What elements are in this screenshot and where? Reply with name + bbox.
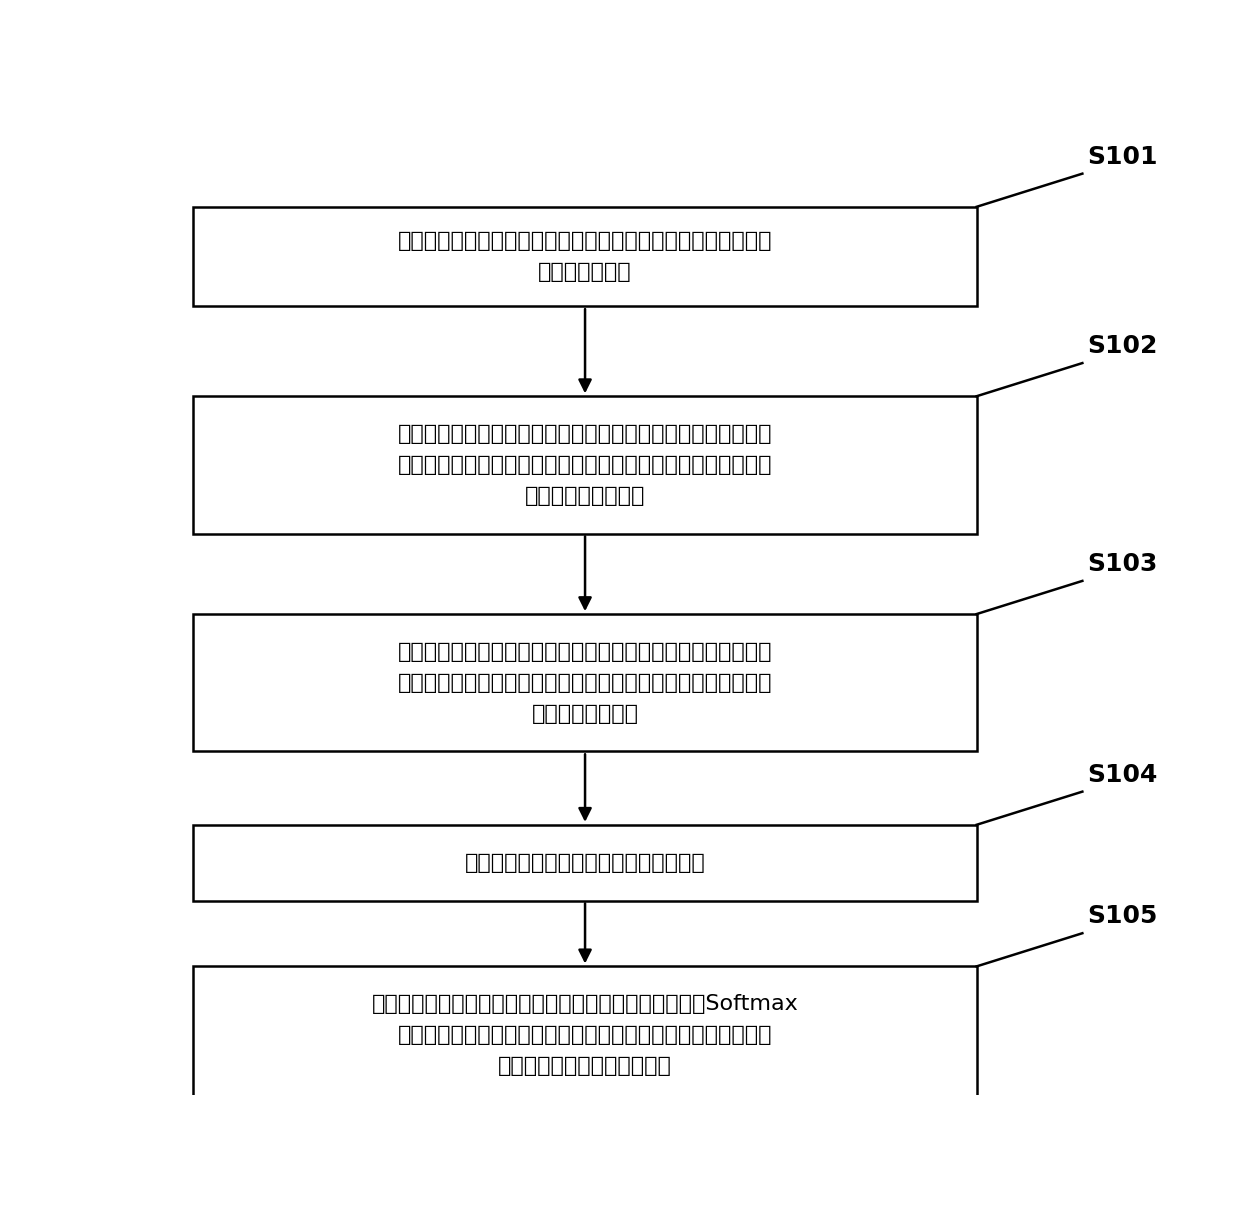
- Text: S101: S101: [1087, 145, 1158, 169]
- Bar: [193, 825, 977, 900]
- Text: S103: S103: [1087, 552, 1158, 576]
- Text: 利用规范共同特征、预先完成训练的目标分类权值矩阵和Softmax
函数，确定所述太赫兹图像的损伤分类结果，从而确定所述太赫
兹图像的损伤类别和损伤程度: 利用规范共同特征、预先完成训练的目标分类权值矩阵和Softmax 函数，确定所述…: [372, 994, 799, 1076]
- Text: S102: S102: [1087, 335, 1158, 358]
- Bar: [193, 207, 977, 306]
- Text: 将待检测的太赫兹图像输入至深度卷积神经网络，提取所述太赫
兹图像的特征图: 将待检测的太赫兹图像输入至深度卷积神经网络，提取所述太赫 兹图像的特征图: [398, 231, 773, 282]
- Bar: [193, 396, 977, 534]
- Text: 利用所述注意力机制、所述数据属性、预先完成训练的第二目标
关系矩阵和预先完成训练的第二目标编码矩阵，将所述注意图转
换为目标图像特征: 利用所述注意力机制、所述数据属性、预先完成训练的第二目标 关系矩阵和预先完成训练…: [398, 642, 773, 724]
- Bar: [193, 614, 977, 752]
- Bar: [193, 967, 977, 1103]
- Text: 利用注意力机制、所述太赫兹图像的数据属性、预先完成训练的
第一目标关系矩阵和预先完成训练的第一目标编码矩阵，将所述
特征图转换为注意图: 利用注意力机制、所述太赫兹图像的数据属性、预先完成训练的 第一目标关系矩阵和预先…: [398, 423, 773, 506]
- Text: 将所述目标图像特征转换为规范共同特征: 将所述目标图像特征转换为规范共同特征: [465, 852, 706, 872]
- Text: S105: S105: [1087, 904, 1158, 929]
- Text: S104: S104: [1087, 763, 1158, 787]
